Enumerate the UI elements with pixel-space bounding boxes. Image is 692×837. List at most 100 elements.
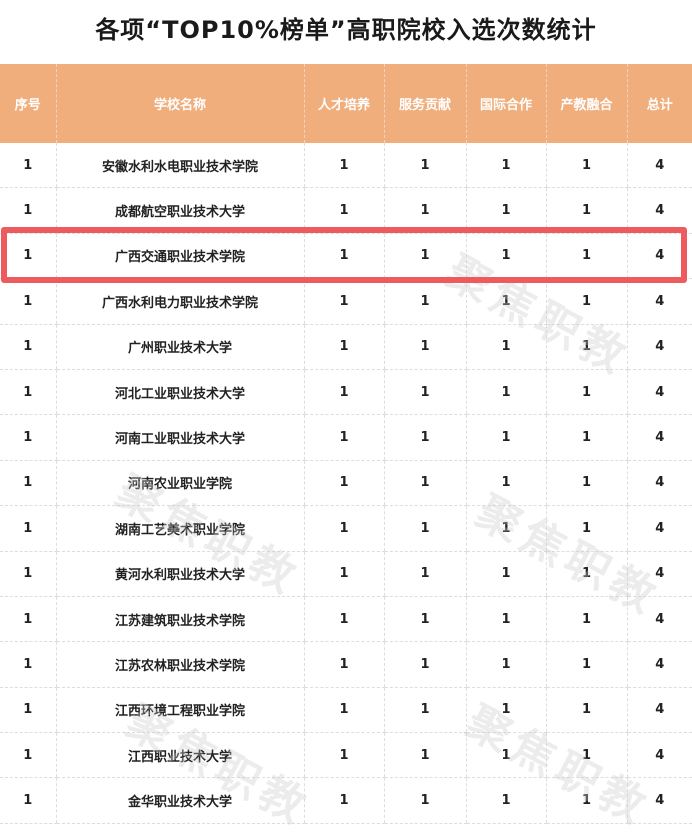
cell-service: 1 [383, 732, 466, 779]
cell-service: 1 [383, 187, 466, 234]
table-row: 1 广西水利电力职业技术学院 1 1 1 1 4 [0, 278, 692, 325]
table-row: 1 河南工业职业技术大学 1 1 1 1 4 [0, 414, 692, 461]
table-row: 1 广州职业技术大学 1 1 1 1 4 [0, 324, 692, 370]
cell-total: 4 [626, 414, 692, 461]
cell-industry: 1 [545, 732, 627, 779]
cell-school-name: 江苏建筑职业技术学院 [55, 596, 304, 643]
cell-index: 1 [0, 143, 56, 189]
cell-industry: 1 [545, 369, 627, 416]
cell-index: 1 [0, 551, 56, 597]
cell-school-name: 广西水利电力职业技术学院 [55, 278, 304, 325]
cell-international: 1 [465, 460, 546, 507]
cell-industry: 1 [545, 596, 627, 643]
cell-international: 1 [465, 505, 546, 552]
cell-talent: 1 [303, 414, 384, 461]
cell-index: 1 [0, 596, 56, 643]
cell-industry: 1 [545, 687, 627, 734]
cell-school-name: 河南农业职业学院 [55, 460, 304, 507]
cell-index: 1 [0, 460, 56, 507]
cell-school-name: 河北工业职业技术大学 [55, 369, 304, 416]
cell-talent: 1 [303, 278, 384, 325]
table-row: 1 成都航空职业技术大学 1 1 1 1 4 [0, 187, 692, 234]
page-title: 各项“TOP10%榜单”高职院校入选次数统计 [95, 16, 597, 44]
column-header-school-name: 学校名称 [55, 64, 304, 143]
cell-index: 1 [0, 641, 56, 688]
cell-industry: 1 [545, 278, 627, 325]
cell-school-name: 广州职业技术大学 [55, 324, 304, 370]
cell-industry: 1 [545, 777, 627, 824]
cell-talent: 1 [303, 505, 384, 552]
cell-service: 1 [383, 324, 466, 370]
cell-talent: 1 [303, 641, 384, 688]
cell-index: 1 [0, 414, 56, 461]
cell-service: 1 [383, 777, 466, 824]
table-row: 1 广西交通职业技术学院 1 1 1 1 4 [0, 233, 692, 280]
cell-international: 1 [465, 233, 546, 280]
cell-service: 1 [383, 414, 466, 461]
cell-service: 1 [383, 596, 466, 643]
cell-school-name: 江西环境工程职业学院 [55, 687, 304, 734]
cell-index: 1 [0, 187, 56, 234]
cell-school-name: 广西交通职业技术学院 [55, 233, 304, 280]
cell-total: 4 [626, 369, 692, 416]
cell-index: 1 [0, 324, 56, 370]
cell-total: 4 [626, 143, 692, 189]
cell-service: 1 [383, 369, 466, 416]
table-row: 1 安徽水利水电职业技术学院 1 1 1 1 4 [0, 143, 692, 189]
cell-service: 1 [383, 460, 466, 507]
cell-total: 4 [626, 687, 692, 734]
cell-talent: 1 [303, 596, 384, 643]
cell-talent: 1 [303, 551, 384, 597]
cell-index: 1 [0, 505, 56, 552]
cell-industry: 1 [545, 233, 627, 280]
cell-service: 1 [383, 233, 466, 280]
table-row: 1 金华职业技术大学 1 1 1 1 4 [0, 777, 692, 824]
cell-school-name: 江苏农林职业技术学院 [55, 641, 304, 688]
cell-service: 1 [383, 143, 466, 189]
cell-school-name: 金华职业技术大学 [55, 777, 304, 824]
cell-international: 1 [465, 369, 546, 416]
cell-total: 4 [626, 777, 692, 824]
cell-international: 1 [465, 777, 546, 824]
cell-industry: 1 [545, 505, 627, 552]
column-header-talent: 人才培养 [303, 64, 384, 143]
cell-talent: 1 [303, 324, 384, 370]
cell-international: 1 [465, 596, 546, 643]
cell-total: 4 [626, 324, 692, 370]
cell-industry: 1 [545, 641, 627, 688]
cell-service: 1 [383, 687, 466, 734]
cell-index: 1 [0, 233, 56, 280]
table-row: 1 江苏农林职业技术学院 1 1 1 1 4 [0, 641, 692, 688]
cell-school-name: 黄河水利职业技术大学 [55, 551, 304, 597]
table-row: 1 河南农业职业学院 1 1 1 1 4 [0, 460, 692, 507]
table-row: 1 黄河水利职业技术大学 1 1 1 1 4 [0, 551, 692, 597]
table-header-row: 序号 学校名称 人才培养 服务贡献 国际合作 产教融合 总计 [0, 64, 692, 143]
cell-international: 1 [465, 551, 546, 597]
cell-total: 4 [626, 460, 692, 507]
cell-total: 4 [626, 505, 692, 552]
table-row: 1 江苏建筑职业技术学院 1 1 1 1 4 [0, 596, 692, 643]
cell-international: 1 [465, 324, 546, 370]
ranking-table: 序号 学校名称 人才培养 服务贡献 国际合作 产教融合 总计 1 安徽水利水电职业技术学院 1 1… [0, 64, 692, 824]
cell-industry: 1 [545, 143, 627, 189]
cell-talent: 1 [303, 777, 384, 824]
cell-international: 1 [465, 687, 546, 734]
cell-school-name: 河南工业职业技术大学 [55, 414, 304, 461]
cell-school-name: 湖南工艺美术职业学院 [55, 505, 304, 552]
cell-index: 1 [0, 278, 56, 325]
cell-international: 1 [465, 414, 546, 461]
cell-total: 4 [626, 551, 692, 597]
cell-international: 1 [465, 641, 546, 688]
column-header-service: 服务贡献 [383, 64, 466, 143]
cell-index: 1 [0, 687, 56, 734]
cell-total: 4 [626, 278, 692, 325]
cell-industry: 1 [545, 460, 627, 507]
cell-school-name: 安徽水利水电职业技术学院 [55, 143, 304, 189]
table-row: 1 江西环境工程职业学院 1 1 1 1 4 [0, 687, 692, 734]
cell-total: 4 [626, 596, 692, 643]
cell-industry: 1 [545, 414, 627, 461]
cell-index: 1 [0, 777, 56, 824]
column-header-index: 序号 [0, 64, 56, 143]
table-row: 1 江西职业技术大学 1 1 1 1 4 [0, 732, 692, 779]
cell-talent: 1 [303, 233, 384, 280]
